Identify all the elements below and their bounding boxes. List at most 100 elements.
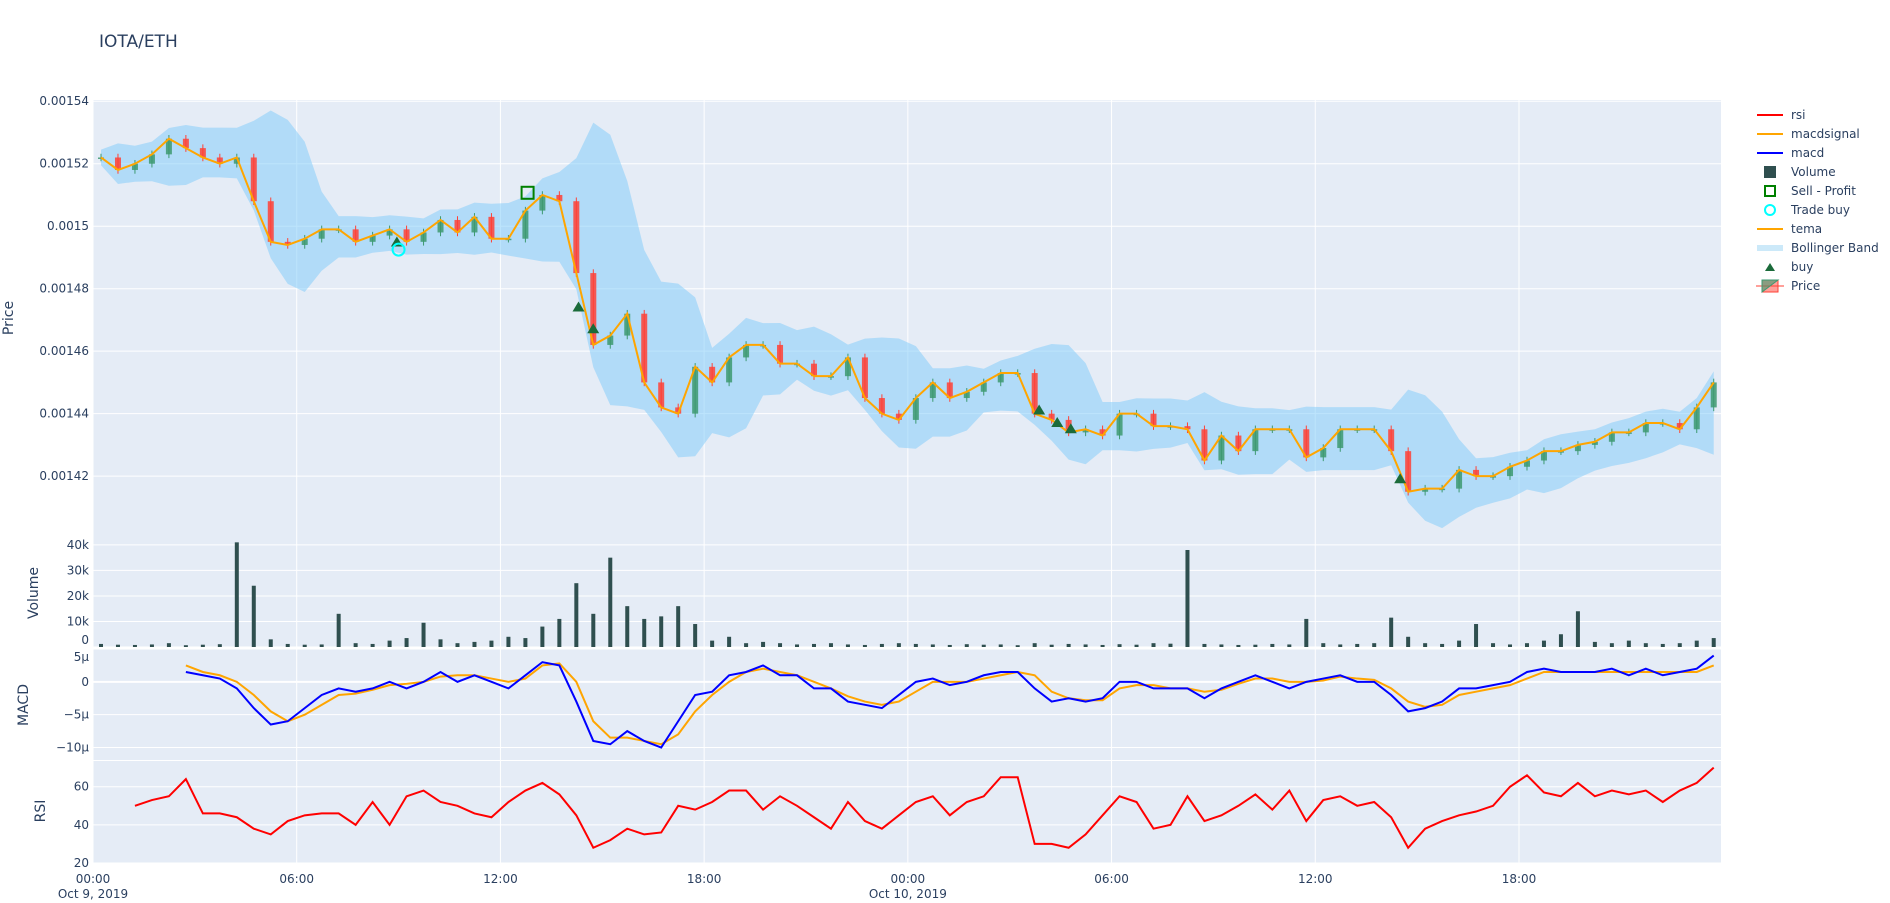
candle-increasing xyxy=(1574,444,1581,452)
candle-increasing xyxy=(624,313,631,336)
candle-increasing xyxy=(148,154,155,164)
volume-bar xyxy=(879,643,884,647)
candle-decreasing xyxy=(1031,373,1038,414)
legend-label: rsi xyxy=(1791,107,1806,122)
x-tick-label: 12:00 xyxy=(483,872,518,886)
legend-item-macdsignal[interactable]: macdsignal xyxy=(1755,124,1879,143)
candle-increasing xyxy=(420,232,427,242)
volume-bar xyxy=(1372,643,1377,647)
x-tick-label: 12:00 xyxy=(1298,872,1333,886)
volume-bar xyxy=(1694,640,1699,647)
candle-increasing xyxy=(539,194,546,211)
buy-marker xyxy=(587,323,600,334)
legend-item-rsi[interactable]: rsi xyxy=(1755,105,1879,124)
macd-line xyxy=(185,654,1715,749)
volume-bar xyxy=(778,643,783,647)
volume-bar xyxy=(421,622,426,647)
volume-bar xyxy=(1168,643,1173,647)
candle-decreasing xyxy=(878,398,885,414)
macd-tick-label: 5µ xyxy=(74,650,90,664)
candle-decreasing xyxy=(1184,426,1191,430)
price-axis-title: Price xyxy=(1,301,17,335)
x-tick-label: 18:00 xyxy=(687,872,722,886)
candle-decreasing xyxy=(1201,429,1208,461)
buy-marker xyxy=(572,301,585,312)
macd-plot-area xyxy=(93,649,1721,760)
volume-bar xyxy=(795,644,800,647)
volume-bar xyxy=(1185,549,1190,647)
legend-item-macd[interactable]: macd xyxy=(1755,143,1879,162)
volume-bar xyxy=(727,636,732,647)
volume-bar xyxy=(1508,644,1513,647)
price-tick-label: 0.00152 xyxy=(39,157,89,171)
volume-bar xyxy=(1338,644,1343,647)
x-tick-label: 06:00 xyxy=(1094,872,1129,886)
volume-bar xyxy=(1660,643,1665,647)
volume-tick-label: 10k xyxy=(67,614,89,628)
candle-increasing xyxy=(165,138,172,155)
volume-bar xyxy=(387,640,392,647)
candle-increasing xyxy=(1608,432,1615,442)
candle-decreasing xyxy=(488,216,495,239)
legend-item-trade-buy[interactable]: Trade buy xyxy=(1755,200,1879,219)
volume-bar xyxy=(523,638,528,647)
candle-increasing xyxy=(1507,466,1514,477)
legend-item-bollinger-band[interactable]: Bollinger Band xyxy=(1755,238,1879,257)
macd-axis-title: MACD xyxy=(16,684,32,726)
candle-decreasing xyxy=(182,138,189,149)
volume-bar xyxy=(710,640,715,647)
legend-label: macdsignal xyxy=(1791,126,1860,141)
candle-increasing xyxy=(1082,429,1089,433)
candle-decreasing xyxy=(352,229,359,242)
volume-bar xyxy=(506,636,511,647)
legend-band-icon xyxy=(1757,244,1783,251)
volume-tick-label: 30k xyxy=(67,563,89,577)
candle-decreasing xyxy=(1099,429,1106,436)
candle-increasing xyxy=(1337,429,1344,449)
volume-bar xyxy=(964,644,969,647)
volume-bar xyxy=(981,644,986,647)
legend-label: Bollinger Band xyxy=(1791,240,1879,255)
volume-bar xyxy=(149,644,154,647)
candle-decreasing xyxy=(895,413,902,420)
volume-tick-label: 0 xyxy=(81,633,89,647)
volume-bar xyxy=(1083,644,1088,647)
candle-decreasing xyxy=(199,148,206,158)
candle-increasing xyxy=(1591,441,1598,445)
volume-bar xyxy=(472,641,477,647)
volume-bar xyxy=(1134,644,1139,647)
volume-bar xyxy=(1592,641,1597,647)
candle-decreasing xyxy=(1388,429,1395,452)
volume-bar xyxy=(1100,644,1105,647)
legend-item-tema[interactable]: tema xyxy=(1755,219,1879,238)
candle-increasing xyxy=(522,210,529,239)
candle-decreasing xyxy=(861,357,868,399)
volume-bar xyxy=(1406,636,1411,647)
legend-item-sell-profit[interactable]: Sell - Profit xyxy=(1755,181,1879,200)
x-tick-date-label: Oct 10, 2019 xyxy=(869,887,947,901)
candle-decreasing xyxy=(1065,419,1072,433)
candle-increasing xyxy=(1320,448,1327,458)
volume-bar xyxy=(659,616,664,647)
volume-bar xyxy=(353,643,358,647)
legend-square-icon xyxy=(1764,165,1776,178)
volume-bar xyxy=(1015,645,1020,647)
candle-decreasing xyxy=(114,157,121,170)
legend-item-price[interactable]: Price xyxy=(1755,276,1879,295)
candle-decreasing xyxy=(573,201,580,274)
volume-bar xyxy=(930,644,935,647)
rsi-tick-label: 60 xyxy=(74,780,89,794)
legend-item-volume[interactable]: Volume xyxy=(1755,162,1879,181)
volume-bar xyxy=(828,643,833,647)
volume-bar xyxy=(1457,640,1462,647)
candle-increasing xyxy=(437,219,444,233)
volume-bar xyxy=(489,640,494,647)
volume-bar xyxy=(99,643,103,647)
legend-item-buy[interactable]: buy xyxy=(1755,257,1879,276)
volume-bar xyxy=(1643,643,1648,647)
candle-increasing xyxy=(912,398,919,420)
volume-bar xyxy=(1151,643,1156,647)
legend-label: macd xyxy=(1791,145,1825,160)
x-tick-label: 18:00 xyxy=(1502,872,1537,886)
